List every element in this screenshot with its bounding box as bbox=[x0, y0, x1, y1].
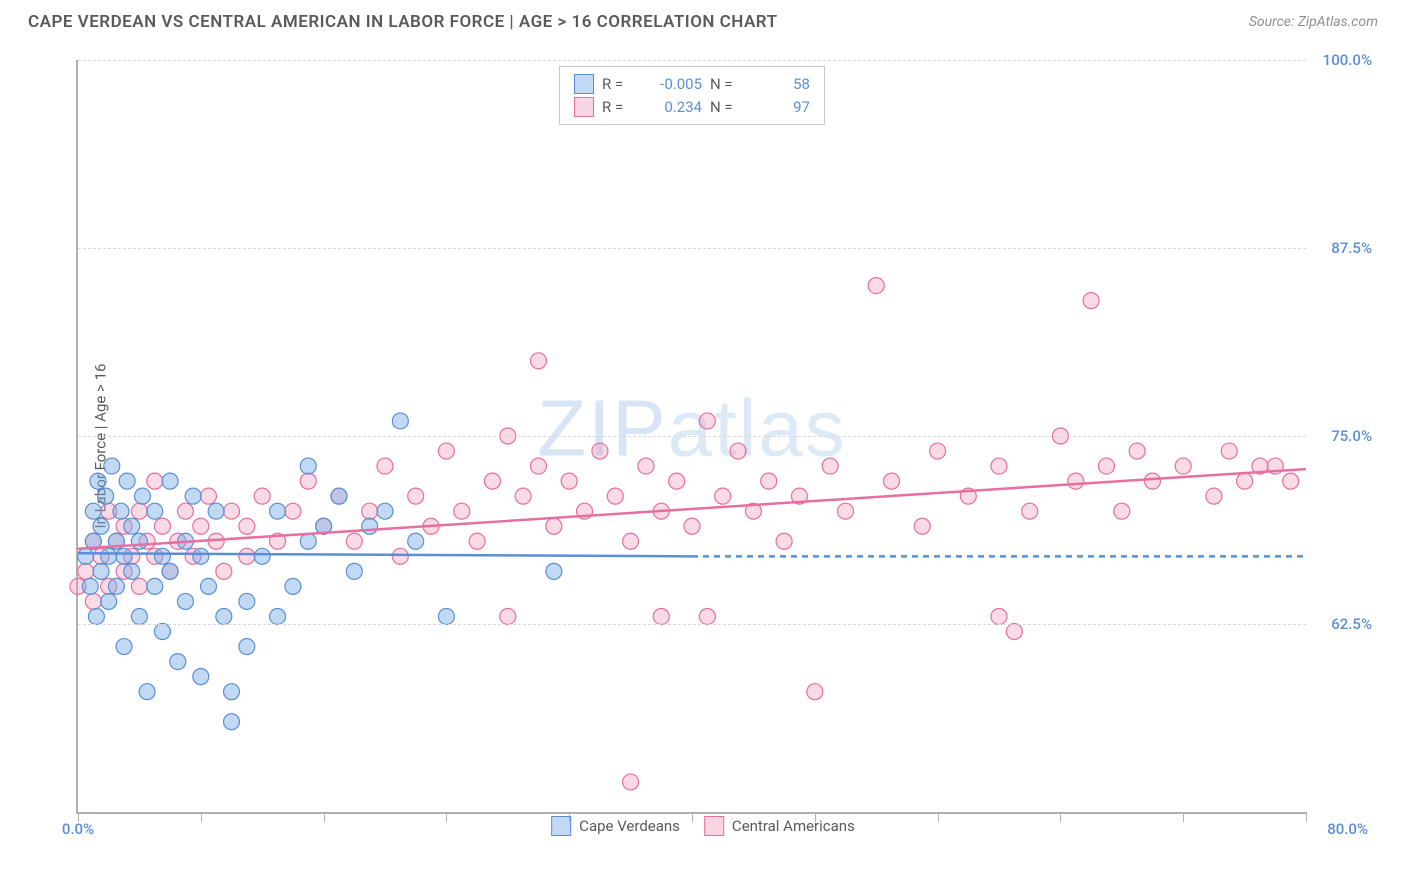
x-tick bbox=[1060, 812, 1061, 822]
r-label: R = bbox=[602, 73, 636, 96]
swatch-pink-icon bbox=[574, 97, 594, 117]
chart-source: Source: ZipAtlas.com bbox=[1249, 14, 1378, 30]
legend-row-blue: R = -0.005 N = 58 bbox=[574, 73, 810, 96]
y-tick-label: 75.0% bbox=[1331, 427, 1372, 445]
x-tick bbox=[201, 812, 202, 822]
y-tick-label: 62.5% bbox=[1331, 615, 1372, 633]
legend-row-pink: R = 0.234 N = 97 bbox=[574, 96, 810, 119]
x-tick bbox=[446, 812, 447, 822]
n-value-blue: 58 bbox=[752, 73, 810, 96]
gridline bbox=[78, 60, 1306, 61]
x-tick bbox=[1306, 812, 1307, 822]
n-label: N = bbox=[710, 73, 744, 96]
correlation-legend: R = -0.005 N = 58 R = 0.234 N = 97 bbox=[559, 66, 825, 125]
x-tick-label: 0.0% bbox=[62, 820, 94, 838]
r-label: R = bbox=[602, 96, 636, 119]
x-tick bbox=[1183, 812, 1184, 822]
y-tick-label: 87.5% bbox=[1331, 239, 1372, 257]
gridline bbox=[78, 436, 1306, 437]
swatch-blue-icon bbox=[574, 74, 594, 94]
r-value-pink: 0.234 bbox=[644, 96, 702, 119]
n-label: N = bbox=[710, 96, 744, 119]
chart-title: CAPE VERDEAN VS CENTRAL AMERICAN IN LABO… bbox=[28, 12, 778, 32]
legend-item-blue: Cape Verdeans bbox=[551, 816, 680, 836]
r-value-blue: -0.005 bbox=[644, 73, 702, 96]
chart-area: In Labor Force | Age > 16 ZIPatlas R = -… bbox=[28, 48, 1378, 844]
gridline bbox=[78, 624, 1306, 625]
n-value-pink: 97 bbox=[752, 96, 810, 119]
plot-region: ZIPatlas R = -0.005 N = 58 R = 0.234 N =… bbox=[76, 60, 1306, 814]
legend-label-pink: Central Americans bbox=[732, 817, 855, 835]
legend-item-pink: Central Americans bbox=[704, 816, 855, 836]
x-tick bbox=[324, 812, 325, 822]
swatch-blue-icon bbox=[551, 816, 571, 836]
x-tick-label: 80.0% bbox=[1327, 820, 1368, 838]
gridline bbox=[78, 248, 1306, 249]
swatch-pink-icon bbox=[704, 816, 724, 836]
series-legend: Cape Verdeans Central Americans bbox=[551, 816, 855, 836]
y-tick-label: 100.0% bbox=[1323, 51, 1372, 69]
chart-header: CAPE VERDEAN VS CENTRAL AMERICAN IN LABO… bbox=[0, 0, 1406, 40]
legend-label-blue: Cape Verdeans bbox=[579, 817, 680, 835]
x-tick bbox=[938, 812, 939, 822]
